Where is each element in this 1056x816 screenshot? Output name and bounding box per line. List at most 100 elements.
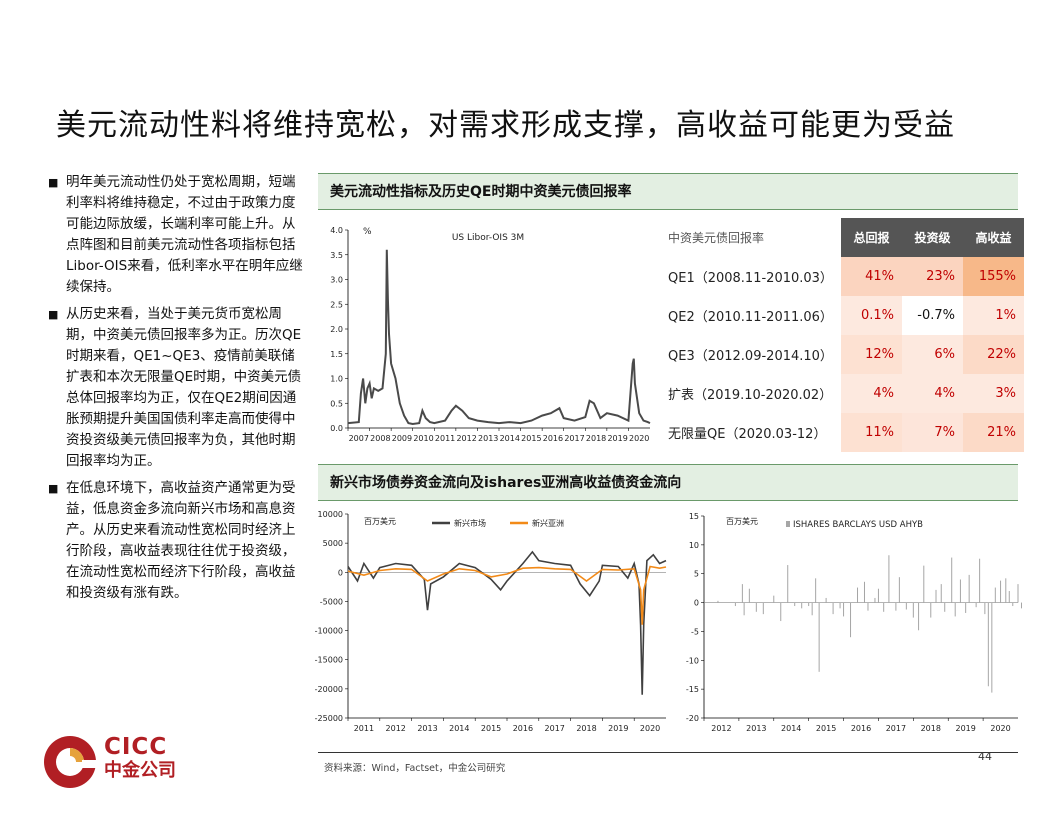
y-tick-label: 3.0 [330,276,343,285]
bullet-text: 从历史来看，当处于美元货币宽松周期，中资美元债回报率多为正。历次QE时期来看，Q… [66,306,302,469]
y-tick-label: 5 [694,570,699,579]
table-cell: 41% [841,257,902,296]
table-header-row: 中资美元债回报率 总回报 投资级 高收益 [660,218,1024,257]
y-tick-label: 4.0 [330,226,343,235]
bullet-text: 在低息环境下，高收益资产通常更为受益，低息资金多流向新兴市场和高息资产。从历史来… [66,480,296,601]
bullet-text: 明年美元流动性仍处于宽松周期，短端利率料将维持稳定，不过由于政策力度可能边际放缓… [66,174,303,295]
table-cell: 155% [963,257,1024,296]
page-number: 44 [978,750,992,763]
y-tick-label: 10 [689,541,699,550]
flow-bar [787,565,789,603]
x-tick-label: 2018 [921,724,941,733]
y-tick-label: -20000 [315,685,343,694]
x-tick-label: 2012 [456,434,476,443]
y-unit-label: % [363,227,372,237]
legend-label: 新兴市场 [454,518,486,528]
flow-bar [843,602,845,617]
x-tick-label: 2009 [392,434,412,443]
table-cell: -0.7% [902,296,963,335]
x-tick-label: 2019 [608,724,628,733]
x-tick-label: 2018 [576,724,596,733]
flow-bar [717,600,719,603]
flow-bar [877,588,879,603]
section-header-liquidity: 美元流动性指标及历史QE时期中资美元债回报率 [318,173,1018,210]
legend-label: 新兴亚洲 [532,518,564,528]
flow-bar [951,557,953,603]
flow-bar [895,602,897,611]
flow-bar [741,584,743,603]
bullet-list: ■ 明年美元流动性仍处于宽松周期，短端利率料将维持稳定，不过由于政策力度可能边际放… [48,172,306,610]
x-tick-label: 2016 [513,724,533,733]
flow-bar [979,558,981,603]
x-tick-label: 2012 [711,724,731,733]
x-tick-label: 2014 [449,724,469,733]
footer-divider [318,752,1018,753]
flow-bar [888,555,890,603]
x-tick-label: 2018 [586,434,606,443]
flow-bar [994,587,996,603]
table-row-label: QE1（2008.11-2010.03） [668,271,833,286]
table-header-cell: 投资级 [902,218,963,257]
flow-bar [794,602,796,607]
series-line [347,565,667,625]
ahyb-flow-chart: 15 10 5 0 -5 -10 -15 -20 2012 2013 2014 2015 2016 201… [686,512,1022,733]
x-tick-label: 2016 [543,434,563,443]
table-cell: 6% [902,335,963,374]
bullet-square-icon: ■ [48,308,59,321]
flow-bar [905,602,907,610]
table-cell: 12% [841,335,902,374]
flow-bar [968,574,970,603]
flow-bar [773,595,775,603]
table-row-label: QE3（2012.09-2014.10） [668,349,833,364]
table-row-label: 扩表（2019.10-2020.02） [668,388,833,403]
x-tick-label: 2013 [417,724,437,733]
x-tick-label: 2011 [435,434,455,443]
flow-bar [815,578,817,603]
x-tick-label: 2012 [386,724,406,733]
legend-label: ISHARES BARCLAYS USD AHYB [793,520,923,530]
table-cell: 7% [902,413,963,452]
flow-bar [825,597,827,603]
series-line [347,249,651,426]
table-row: QE2（2010.11-2011.06） 0.1% -0.7% 1% [660,296,1024,335]
flow-bar [1012,602,1014,607]
flow-bar [975,602,977,608]
x-tick-label: 2013 [746,724,766,733]
x-tick-label: 2020 [629,434,649,443]
flow-bar [811,602,813,616]
flow-bar [954,602,956,617]
returns-table: 中资美元债回报率 总回报 投资级 高收益 QE1（2008.11-2010.03… [660,218,1024,452]
y-tick-label: 1.0 [330,375,343,384]
y-tick-label: 0 [694,599,699,608]
x-tick-label: 2014 [500,434,520,443]
table-cell: 22% [963,335,1024,374]
chart-title: US Libor-OIS 3M [452,233,524,243]
flow-bar [965,602,967,613]
table-header-cell: 中资美元债回报率 [660,218,841,257]
flow-bar [780,602,782,622]
table-cell: 4% [902,374,963,413]
table-row: QE1（2008.11-2010.03） 41% 23% 155% [660,257,1024,296]
flow-bar [874,597,876,603]
flow-bar [991,602,993,693]
y-tick-label: 2.0 [330,325,343,334]
bullet-square-icon: ■ [48,176,59,189]
table-cell: 1% [963,296,1024,335]
flow-bar [832,602,834,615]
y-tick-label: 0 [338,568,343,577]
table-row: 无限量QE（2020.03-12） 11% 7% 21% [660,413,1024,452]
flow-bar [818,602,820,672]
table-cell: 0.1% [841,296,902,335]
y-unit-label: 百万美元 [364,516,396,526]
flow-bar [734,602,736,607]
flow-bar [883,602,885,612]
y-tick-label: 0.5 [330,399,343,408]
x-tick-label: 2017 [545,724,565,733]
x-tick-label: 2014 [781,724,801,733]
x-tick-label: 2019 [607,434,627,443]
em-bond-flow-chart: 10000 5000 0 -5000 -10000 -15000 -20000 -25000 2… [315,510,667,733]
flow-bar [1000,580,1002,603]
bullet-item: ■ 在低息环境下，高收益资产通常更为受益，低息资金多流向新兴市场和高息资产。从历史… [48,478,306,604]
y-tick-label: -10000 [315,627,343,636]
